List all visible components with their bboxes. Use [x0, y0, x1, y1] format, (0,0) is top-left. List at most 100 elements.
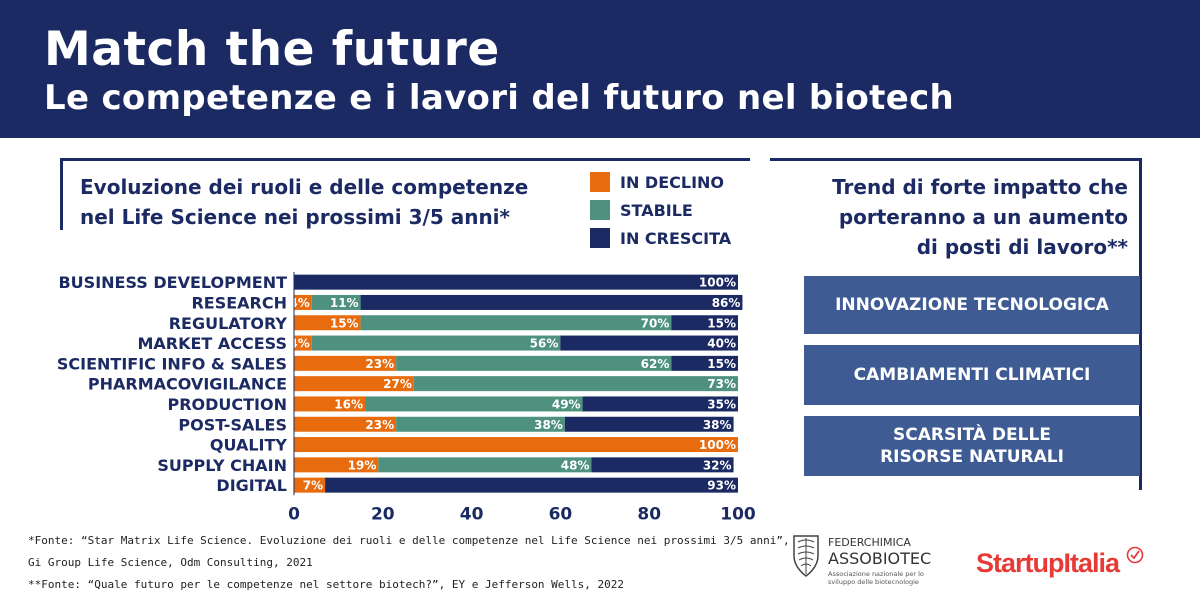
chart-title-line: nel Life Science nei prossimi 3/5 anni*	[80, 205, 510, 229]
category-label-production: PRODUCTION	[167, 395, 287, 414]
stacked-bar-chart: BUSINESS DEVELOPMENT 100%RESEARCH 4% 11% 86%…	[57, 272, 756, 524]
x-tick-label: 40	[460, 504, 484, 524]
header-banner: Match the future Le competenze e i lavor…	[0, 0, 1200, 138]
data-label-stabile-research: 11%	[330, 296, 359, 310]
trends-title-line: di posti di lavoro**	[916, 235, 1128, 259]
trends-title-line: Trend di forte impatto che	[832, 175, 1128, 199]
startupitalia-badge-icon	[1126, 546, 1143, 564]
chart-title-line: Evoluzione dei ruoli e delle competenze	[80, 175, 529, 199]
page-subtitle: Le competenze e i lavori del futuro nel …	[44, 78, 955, 118]
data-label-in-crescita-market-access: 40%	[707, 337, 736, 351]
legend-swatch	[590, 228, 610, 248]
data-label-in-declino-digital: 7%	[303, 479, 323, 493]
data-label-in-declino-production: 16%	[334, 397, 363, 411]
bar-segment-stabile-scientific-info-sales	[396, 355, 672, 371]
data-label-stabile-pharmacovigilance: 73%	[707, 377, 736, 391]
data-label-in-crescita-business-development: 100%	[699, 276, 736, 290]
data-label-in-crescita-regulatory: 15%	[707, 316, 736, 330]
bar-segment-in-declino-production	[294, 396, 366, 412]
data-label-stabile-market-access: 56%	[530, 337, 559, 351]
legend-swatch	[590, 200, 610, 220]
left-panel-border	[60, 158, 63, 230]
federchimica-emblem-icon	[793, 535, 819, 577]
category-label-business-development: BUSINESS DEVELOPMENT	[58, 273, 287, 292]
trends-title: Trend di forte impatto che porteranno a …	[768, 172, 1128, 262]
category-label-research: RESEARCH	[191, 293, 287, 312]
category-label-pharmacovigilance: PHARMACOVIGILANCE	[88, 375, 287, 394]
data-label-in-crescita-scientific-info-sales: 15%	[707, 357, 736, 371]
legend-item-stabile: STABILE	[590, 196, 731, 224]
page-title: Match the future	[44, 22, 500, 77]
data-label-stabile-production: 49%	[552, 397, 581, 411]
category-label-scientific-info-sales: SCIENTIFIC INFO & SALES	[57, 354, 287, 373]
x-tick-label: 60	[549, 504, 573, 524]
left-panel-border-top	[60, 158, 750, 161]
right-panel-border	[1139, 158, 1142, 490]
category-label-supply-chain: SUPPLY CHAIN	[157, 456, 287, 475]
bar-segment-in-declino-post-sales	[294, 416, 397, 432]
data-label-in-crescita-production: 35%	[707, 397, 736, 411]
category-label-regulatory: REGULATORY	[169, 314, 288, 333]
bar-segment-in-declino-digital	[294, 477, 326, 493]
trend-box-innovazione: INNOVAZIONE TECNOLOGICA	[804, 276, 1140, 334]
startupitalia-name: StartupItalia	[976, 548, 1120, 578]
data-label-in-crescita-post-sales: 38%	[703, 418, 732, 432]
legend-item-crescita: IN CRESCITA	[590, 224, 731, 252]
trend-label: CAMBIAMENTI CLIMATICI	[853, 365, 1091, 385]
legend-label: IN CRESCITA	[620, 228, 732, 248]
bar-segment-in-crescita-post-sales	[564, 416, 734, 432]
bar-segment-in-declino-research	[294, 294, 312, 310]
chart-legend: IN DECLINO STABILE IN CRESCITA	[590, 168, 731, 252]
data-label-in-declino-regulatory: 15%	[330, 316, 359, 330]
bar-segment-in-declino-supply-chain	[294, 457, 379, 473]
trend-box-risorse: SCARSITÀ DELLE RISORSE NATURALI	[804, 416, 1140, 476]
legend-label: STABILE	[620, 200, 693, 220]
x-tick-label: 0	[288, 504, 300, 524]
data-label-in-declino-pharmacovigilance: 27%	[383, 377, 412, 391]
x-tick-label: 80	[637, 504, 661, 524]
x-tick-label: 20	[371, 504, 395, 524]
startupitalia-logo: StartupItalia	[976, 546, 1144, 579]
data-label-in-declino-post-sales: 23%	[365, 418, 394, 432]
federchimica-name: FEDERCHIMICA	[828, 536, 911, 549]
bar-segment-in-declino-pharmacovigilance	[294, 376, 414, 392]
data-label-stabile-post-sales: 38%	[534, 418, 563, 432]
category-label-digital: DIGITAL	[216, 476, 287, 495]
bar-segment-in-declino-scientific-info-sales	[294, 355, 397, 371]
bar-segment-in-crescita-regulatory	[671, 315, 738, 331]
data-label-stabile-supply-chain: 48%	[561, 458, 590, 472]
bar-segment-in-declino-quality	[294, 437, 738, 453]
right-panel-border-top	[770, 158, 1142, 161]
bar-segment-in-crescita-production	[582, 396, 738, 412]
assobiotec-name: ASSOBIOTEC	[828, 549, 932, 568]
legend-swatch	[590, 172, 610, 192]
trend-box-clima: CAMBIAMENTI CLIMATICI	[804, 345, 1140, 405]
data-label-in-declino-supply-chain: 19%	[348, 458, 377, 472]
trends-title-line: porteranno a un aumento	[838, 205, 1128, 229]
data-label-in-crescita-supply-chain: 32%	[703, 458, 732, 472]
data-label-in-declino-scientific-info-sales: 23%	[365, 357, 394, 371]
data-label-in-declino-quality: 100%	[699, 438, 736, 452]
assobiotec-tagline: Associazione nazionale per lo sviluppo d…	[828, 570, 924, 586]
trend-label: RISORSE NATURALI	[880, 447, 1064, 467]
bar-segment-in-crescita-scientific-info-sales	[671, 355, 738, 371]
bar-segment-stabile-pharmacovigilance	[413, 376, 738, 392]
trend-label: INNOVAZIONE TECNOLOGICA	[835, 295, 1109, 315]
footnote-line: Gi Group Life Science, Odm Consulting, 2…	[28, 556, 313, 569]
bar-segment-stabile-regulatory	[360, 315, 672, 331]
category-label-market-access: MARKET ACCESS	[137, 334, 287, 353]
data-label-stabile-scientific-info-sales: 62%	[641, 357, 670, 371]
data-label-stabile-regulatory: 70%	[641, 316, 670, 330]
category-label-quality: QUALITY	[210, 436, 288, 455]
bar-segment-in-crescita-market-access	[560, 335, 738, 351]
bar-segment-stabile-production	[365, 396, 583, 412]
legend-label: IN DECLINO	[620, 172, 725, 192]
category-label-post-sales: POST-SALES	[178, 415, 287, 434]
assobiotec-logo: FEDERCHIMICA ASSOBIOTEC Associazione naz…	[790, 532, 940, 588]
footnote-line: *Fonte: “Star Matrix Life Science. Evolu…	[28, 534, 790, 547]
bar-segment-in-crescita-business-development	[294, 274, 738, 290]
legend-item-declino: IN DECLINO	[590, 168, 731, 196]
bar-segment-stabile-research	[311, 294, 361, 310]
chart-title: Evoluzione dei ruoli e delle competenze …	[80, 172, 600, 232]
bar-segment-in-declino-market-access	[294, 335, 312, 351]
